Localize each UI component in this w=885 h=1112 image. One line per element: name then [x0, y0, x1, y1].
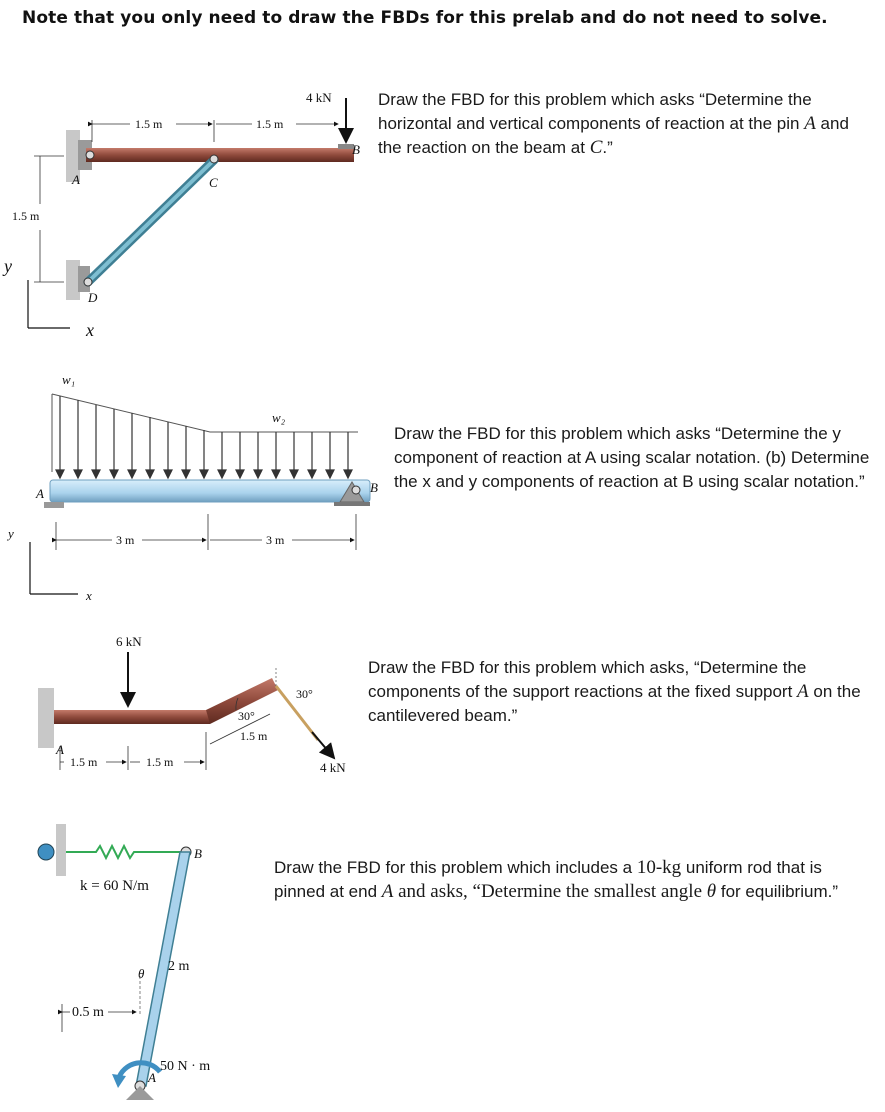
spring: [66, 843, 186, 861]
dim-ac: 1.5 m: [135, 117, 163, 131]
svg-text:B: B: [194, 846, 202, 861]
svg-text:y: y: [2, 256, 12, 276]
wall-pin: [37, 843, 55, 861]
svg-text:y: y: [6, 526, 14, 541]
svg-text:4 kN: 4 kN: [320, 760, 346, 775]
svg-text:30°: 30°: [296, 687, 313, 701]
svg-text:w₁: w₁: [62, 372, 75, 387]
wall-a: [66, 130, 80, 182]
pin-bracket-a: [78, 140, 92, 170]
svg-text:A: A: [35, 486, 44, 501]
svg-text:1.5 m: 1.5 m: [70, 755, 98, 769]
svg-text:6 kN: 6 kN: [116, 634, 142, 649]
problem-3-prompt: Draw the FBD for this problem which asks…: [368, 658, 861, 725]
pin-d: [83, 277, 93, 287]
pin-a: [85, 150, 95, 160]
wall-d: [66, 260, 80, 300]
problem-1-prompt: Draw the FBD for this problem which asks…: [378, 90, 849, 158]
cable: [274, 685, 320, 741]
svg-text:1.5 m: 1.5 m: [240, 729, 268, 743]
page-header: Note that you only need to draw the FBDs…: [22, 8, 828, 28]
svg-text:B: B: [370, 480, 378, 495]
fixed-wall: [38, 688, 54, 748]
svg-text:0.5 m: 0.5 m: [72, 1005, 104, 1020]
svg-text:1.5 m: 1.5 m: [146, 755, 174, 769]
beam: [86, 148, 354, 162]
svg-text:D: D: [87, 290, 98, 305]
beam-flat: [54, 710, 210, 724]
problem-4-figure: B k = 60 N/m 2 m θ 0.5 m 50 N · m A: [37, 824, 210, 1100]
beam-inclined: [206, 678, 278, 724]
dim-ad: 1.5 m: [12, 209, 40, 223]
svg-text:A: A: [71, 172, 80, 187]
svg-text:A: A: [147, 1070, 156, 1085]
problem-2-prompt: Draw the FBD for this problem which asks…: [394, 424, 870, 491]
svg-text:A: A: [55, 742, 64, 757]
svg-text:w₂: w₂: [272, 410, 286, 425]
problem-1-figure: 1.5 m 1.5 m 1.5 m 4 kN A B C D y x: [2, 90, 360, 340]
svg-text:x: x: [85, 588, 92, 603]
svg-text:3 m: 3 m: [266, 533, 285, 547]
problem-3-figure: 4 kN 6 kN 30° 30° 1.5 m 1.5 m 1.5 m A: [38, 634, 346, 775]
load-arrow-4kn: [311, 731, 336, 760]
load-arrows: [55, 396, 353, 480]
svg-text:C: C: [209, 175, 218, 190]
svg-text:50 N · m: 50 N · m: [160, 1059, 210, 1074]
svg-text:B: B: [352, 142, 360, 157]
problem-2-figure: w₁ w₂ A B 3 m 3 m y x: [6, 372, 378, 603]
svg-text:x: x: [85, 320, 94, 340]
pin-c: [209, 154, 219, 164]
problem-4-prompt: Draw the FBD for this problem which incl…: [274, 857, 838, 902]
load-b-label: 4 kN: [306, 90, 332, 105]
moment-arc: [115, 1060, 162, 1081]
roller-b: [338, 144, 354, 149]
svg-text:3 m: 3 m: [116, 533, 135, 547]
svg-text:k = 60 N/m: k = 60 N/m: [80, 878, 149, 894]
rod: [135, 851, 191, 1087]
dim-cb: 1.5 m: [256, 117, 284, 131]
load-profile: [51, 393, 358, 433]
support-a: [44, 502, 64, 508]
svg-text:θ: θ: [138, 966, 145, 981]
svg-text:2 m: 2 m: [168, 959, 190, 974]
svg-text:30°: 30°: [238, 709, 255, 723]
beam: [49, 479, 371, 503]
